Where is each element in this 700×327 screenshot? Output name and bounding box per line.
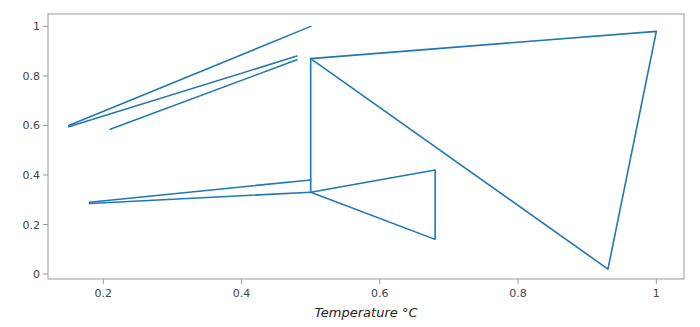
- y-tick-label: 0.2: [23, 219, 41, 232]
- y-tick-label: 0.8: [23, 70, 41, 83]
- y-tick-label: 0: [33, 268, 40, 281]
- y-tick: [43, 274, 48, 275]
- series-line: [69, 26, 311, 125]
- x-tick: [241, 279, 242, 284]
- chart-svg: 0.2 0.4 0.6 0.8 1 0 0.2 0.4 0.6 0.8 1 Temperature °…: [0, 0, 700, 327]
- y-tick: [43, 75, 48, 76]
- series-line: [69, 56, 297, 127]
- series-line: [89, 192, 310, 203]
- y-tick-label: 1: [33, 20, 40, 33]
- y-axis: 0 0.2 0.4 0.6 0.8 1: [23, 20, 49, 281]
- y-tick: [43, 174, 48, 175]
- y-tick: [43, 125, 48, 126]
- lines: [69, 26, 657, 269]
- series-line: [110, 60, 297, 129]
- x-tick-label: 1: [653, 287, 660, 300]
- y-tick: [43, 224, 48, 225]
- x-tick-label: 0.4: [233, 287, 251, 300]
- x-axis-label: Temperature °C: [315, 305, 419, 320]
- y-tick: [43, 26, 48, 27]
- x-axis: 0.2 0.4 0.6 0.8 1: [95, 279, 660, 300]
- x-tick-label: 0.2: [95, 287, 113, 300]
- y-tick-label: 0.6: [23, 119, 41, 132]
- x-tick-label: 0.6: [371, 287, 389, 300]
- y-tick-label: 0.4: [23, 169, 41, 182]
- x-tick: [103, 279, 104, 284]
- series-line: [311, 31, 657, 269]
- plot-frame: [48, 14, 684, 279]
- series-line: [89, 180, 310, 202]
- series-line: [310, 59, 312, 193]
- x-tick: [656, 279, 657, 284]
- x-tick-label: 0.8: [509, 287, 527, 300]
- series-line: [311, 170, 435, 239]
- chart-container: 0.2 0.4 0.6 0.8 1 0 0.2 0.4 0.6 0.8 1 Temperature °…: [0, 0, 700, 327]
- x-tick: [518, 279, 519, 284]
- x-tick: [379, 279, 380, 284]
